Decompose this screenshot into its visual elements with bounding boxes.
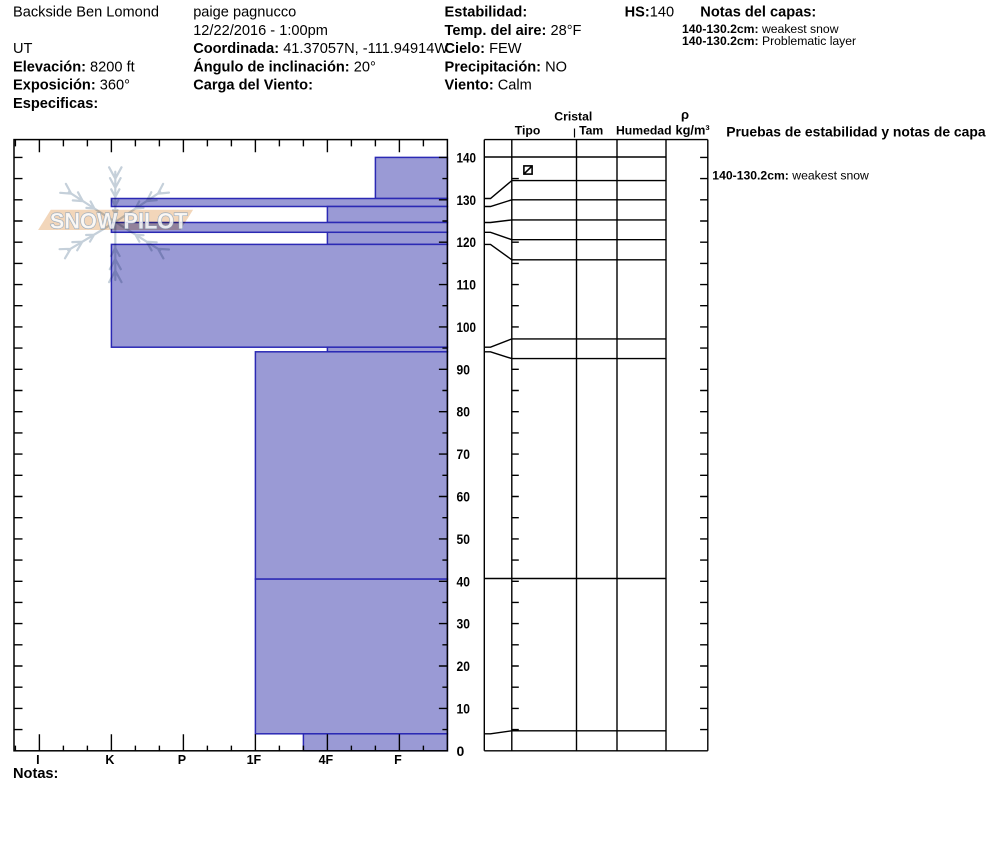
svg-text:60: 60	[457, 489, 471, 505]
svg-text:Pruebas de estabilidad y notas: Pruebas de estabilidad y notas de capa	[726, 123, 986, 139]
svg-text:P: P	[178, 753, 186, 767]
svg-text:paige pagnucco: paige pagnucco	[193, 5, 296, 21]
svg-text:Viento: Calm: Viento: Calm	[445, 78, 532, 94]
svg-text:140-130.2cm: weakest snow: 140-130.2cm: weakest snow	[682, 22, 839, 36]
svg-text:I: I	[36, 753, 39, 767]
svg-text:20: 20	[457, 658, 471, 674]
svg-text:10: 10	[457, 700, 471, 716]
svg-text:Coordinada: 41.37057N, -111.94: Coordinada: 41.37057N, -111.94914W	[193, 41, 448, 57]
svg-text:Tipo: Tipo	[515, 123, 541, 137]
svg-text:ρ: ρ	[681, 107, 689, 122]
svg-text:Exposición: 360°: Exposición: 360°	[13, 78, 130, 94]
svg-text:Cielo: FEW: Cielo: FEW	[445, 41, 522, 57]
svg-text:Cristal: Cristal	[554, 110, 592, 124]
svg-text:30: 30	[457, 616, 471, 632]
svg-text:70: 70	[457, 446, 471, 462]
svg-text:Notas del capas:: Notas del capas:	[700, 5, 816, 21]
svg-text:Ángulo de inclinación: 20°: Ángulo de inclinación: 20°	[193, 58, 376, 75]
svg-text:110: 110	[457, 277, 477, 293]
svg-text:120: 120	[457, 234, 477, 250]
svg-text:Especificas:: Especificas:	[13, 96, 98, 112]
svg-text:kg/m³: kg/m³	[676, 122, 710, 137]
svg-text:140: 140	[457, 149, 477, 165]
svg-text:SNOW PILOT: SNOW PILOT	[50, 209, 188, 234]
svg-text:40: 40	[457, 573, 471, 589]
svg-text:Carga del Viento:: Carga del Viento:	[193, 78, 313, 94]
svg-text:K: K	[105, 753, 114, 767]
svg-text:1F: 1F	[247, 753, 262, 767]
svg-text:Precipitación: NO: Precipitación: NO	[445, 59, 567, 75]
svg-text:HS:140: HS:140	[625, 5, 675, 21]
svg-text:140-130.2cm: Problematic layer: 140-130.2cm: Problematic layer	[682, 34, 856, 48]
svg-text:130: 130	[457, 192, 477, 208]
svg-text:90: 90	[457, 361, 471, 377]
svg-text:Temp. del aire: 28°F: Temp. del aire: 28°F	[445, 23, 582, 39]
svg-text:Estabilidad:: Estabilidad:	[445, 5, 528, 21]
svg-text:0: 0	[457, 743, 465, 759]
svg-text:F: F	[394, 753, 402, 767]
svg-text:Tam: Tam	[579, 123, 603, 137]
svg-text:12/22/2016 - 1:00pm: 12/22/2016 - 1:00pm	[193, 23, 328, 39]
svg-text:140-130.2cm: weakest snow: 140-130.2cm: weakest snow	[712, 169, 869, 183]
svg-text:Notas:: Notas:	[13, 766, 58, 782]
svg-text:Elevación: 8200 ft: Elevación: 8200 ft	[13, 59, 135, 75]
svg-text:50: 50	[457, 531, 471, 547]
svg-text:Humedad: Humedad	[616, 123, 672, 137]
svg-text:80: 80	[457, 404, 471, 420]
svg-text:100: 100	[457, 319, 477, 335]
svg-text:UT: UT	[13, 41, 33, 57]
svg-text:Backside Ben Lomond: Backside Ben Lomond	[13, 5, 159, 21]
svg-text:4F: 4F	[319, 753, 334, 767]
